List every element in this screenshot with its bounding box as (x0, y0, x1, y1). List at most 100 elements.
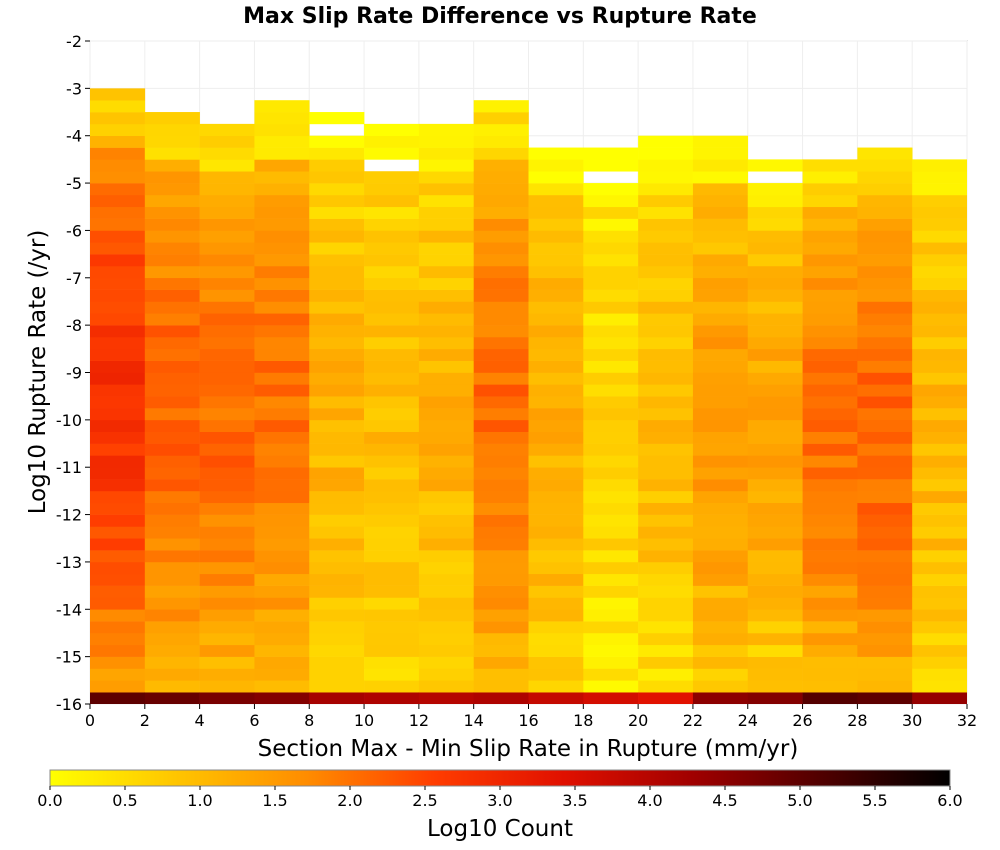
heatmap-cell (144, 419, 200, 432)
heatmap-cell (912, 372, 967, 385)
x-tick-label: 6 (249, 711, 259, 730)
heatmap-cell (857, 668, 913, 681)
heatmap-cell (473, 573, 529, 586)
heatmap-cell (528, 218, 584, 231)
heatmap-cell (90, 538, 146, 551)
heatmap-cell (528, 372, 584, 385)
heatmap-cell (254, 573, 310, 586)
heatmap-cell (254, 112, 310, 125)
heatmap-cell (90, 384, 146, 397)
heatmap-cell (364, 194, 420, 208)
heatmap-cell (364, 147, 420, 160)
heatmap-cell (144, 135, 200, 148)
heatmap-cell (638, 431, 694, 444)
heatmap-cell (90, 431, 146, 444)
heatmap-cell (747, 431, 803, 444)
colorbar-tick-label: 2.0 (337, 791, 362, 810)
heatmap-cell (528, 561, 584, 575)
heatmap-cell (747, 336, 803, 350)
heatmap-cell (90, 443, 146, 456)
heatmap-cell (199, 550, 255, 563)
heatmap-cell (418, 621, 474, 634)
heatmap-cell (692, 621, 749, 634)
heatmap-cell (254, 467, 310, 480)
heatmap-cell (692, 372, 749, 385)
heatmap-cell (912, 538, 967, 551)
heatmap-cell (912, 254, 967, 267)
heatmap-cell (199, 183, 255, 196)
heatmap-cell (528, 384, 584, 397)
heatmap-cell (144, 502, 200, 515)
heatmap-cell (528, 514, 584, 527)
heatmap-cell (638, 585, 694, 598)
heatmap-cell (912, 514, 967, 527)
heatmap-cell (802, 431, 858, 444)
heatmap-cell (254, 265, 310, 279)
heatmap-cell (199, 609, 255, 622)
heatmap-cell (90, 242, 146, 255)
heatmap-cell (528, 573, 584, 586)
heatmap-cell (857, 419, 913, 432)
heatmap-cell (144, 431, 200, 444)
heatmap-cell (528, 230, 584, 243)
heatmap-cell (473, 112, 529, 125)
heatmap-cell (364, 538, 420, 551)
y-tick-label: -2 (66, 32, 82, 51)
heatmap-cell (912, 265, 967, 279)
heatmap-cell (418, 230, 474, 243)
heatmap-cell (199, 467, 255, 480)
heatmap-cell (638, 597, 694, 610)
heatmap-cell (309, 396, 365, 409)
heatmap-cells (90, 88, 967, 704)
heatmap-cell (912, 585, 967, 598)
heatmap-cell (912, 360, 967, 373)
heatmap-cell (364, 514, 420, 527)
heatmap-cell (692, 242, 749, 255)
heatmap-cell (857, 396, 913, 409)
heatmap-cell (857, 455, 913, 468)
heatmap-cell (912, 609, 967, 622)
heatmap-cell (418, 573, 474, 586)
heatmap-cell (638, 632, 694, 646)
heatmap-cell (692, 325, 749, 338)
heatmap-cell (857, 230, 913, 243)
heatmap-cell (528, 194, 584, 208)
heatmap-cell (747, 348, 803, 361)
heatmap-cell (912, 561, 967, 575)
heatmap-cell (254, 455, 310, 468)
heatmap-cell (912, 194, 967, 208)
heatmap-cell (802, 455, 858, 468)
heatmap-cell (473, 668, 529, 681)
heatmap-cell (912, 431, 967, 444)
heatmap-cell (638, 526, 694, 539)
heatmap-cell (802, 230, 858, 243)
y-tick-label: -15 (56, 648, 82, 667)
heatmap-cell (802, 609, 858, 622)
heatmap-cell (418, 443, 474, 456)
heatmap-cell (144, 538, 200, 551)
heatmap-cell (90, 230, 146, 243)
heatmap-cell (90, 550, 146, 563)
heatmap-cell (473, 159, 529, 172)
x-tick-label: 32 (957, 711, 977, 730)
heatmap-cell (144, 621, 200, 634)
heatmap-cell (583, 277, 639, 290)
heatmap-cell (144, 360, 200, 373)
heatmap-cell (638, 502, 694, 515)
heatmap-cell (692, 668, 749, 681)
heatmap-cell (90, 147, 146, 160)
heatmap-cell (857, 585, 913, 598)
heatmap-cell (638, 171, 694, 184)
heatmap-cell (90, 159, 146, 172)
heatmap-cell (583, 538, 639, 551)
heatmap-cell (802, 550, 858, 563)
heatmap-cell (857, 431, 913, 444)
heatmap-cell (473, 396, 529, 409)
heatmap-cell (364, 372, 420, 385)
heatmap-cell (747, 692, 803, 704)
heatmap-cell (912, 206, 967, 219)
heatmap-cell (364, 644, 420, 657)
heatmap-cell (802, 597, 858, 610)
heatmap-cell (309, 455, 365, 468)
heatmap-cell (802, 254, 858, 267)
